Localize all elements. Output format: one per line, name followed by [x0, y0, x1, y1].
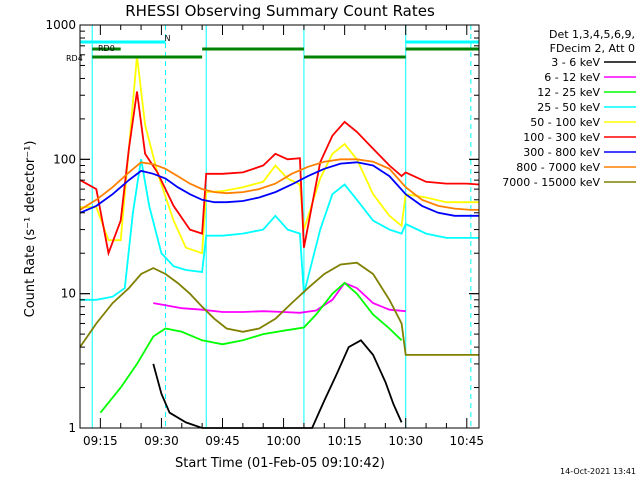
y-tick-label: 100	[53, 152, 76, 166]
x-tick-label: 10:00	[266, 434, 301, 448]
series-line-100-300-kev	[79, 91, 480, 257]
x-tick-label: 09:30	[144, 434, 179, 448]
legend-label-7000-15000-kev: 7000 - 15000 keV	[502, 176, 600, 189]
legend-label-12-25-kev: 12 - 25 keV	[537, 86, 600, 99]
series-line-300-800-kev	[79, 161, 479, 217]
legend-info-line-1: Det 1,3,4,5,6,9,	[549, 28, 635, 41]
legend-label-6-12-kev: 6 - 12 keV	[544, 71, 600, 84]
y-tick-label: 10	[61, 287, 76, 301]
series-line-3-6-kev	[152, 339, 403, 429]
series-line-800-7000-kev	[79, 158, 479, 211]
legend-label-300-800-kev: 300 - 800 keV	[523, 146, 600, 159]
series-line-7000-15000-kev	[79, 261, 479, 356]
legend-label-3-6-kev: 3 - 6 keV	[551, 56, 600, 69]
x-tick-label: 09:15	[83, 434, 118, 448]
series-line-25-50-kev	[80, 159, 479, 301]
flag-label-n: N	[165, 34, 171, 43]
flag-label-rd4: RD4	[66, 54, 83, 63]
series-line-12-25-kev	[99, 281, 403, 414]
x-tick-label: 10:15	[327, 434, 362, 448]
y-tick-label: 1000	[45, 18, 76, 32]
plot-frame	[79, 24, 480, 429]
flag-label-rd0: RD0	[98, 44, 115, 53]
timestamp: 14-Oct-2021 13:41	[560, 467, 636, 476]
x-axis-label: Start Time (01-Feb-05 09:10:42)	[175, 456, 385, 471]
y-axis-label: Count Rate (s⁻¹ detector⁻¹)	[23, 141, 38, 318]
legend-info-line-2: FDecim 2, Att 0	[550, 42, 635, 55]
legend-label-50-100-kev: 50 - 100 keV	[530, 116, 600, 129]
plot-area: N RD0 RD4 1 10 100 1000 09:15 09:30 09:45 10:00 10:…	[45, 18, 484, 448]
x-tick-label: 10:45	[449, 434, 484, 448]
legend-label-25-50-kev: 25 - 50 keV	[537, 101, 600, 114]
chart-title: RHESSI Observing Summary Count Rates	[125, 2, 435, 20]
legend-label-100-300-kev: 100 - 300 keV	[523, 131, 600, 144]
legend-label-800-7000-kev: 800 - 7000 keV	[516, 161, 600, 174]
y-tick-label: 1	[68, 421, 76, 435]
legend: Det 1,3,4,5,6,9, FDecim 2, Att 0 3 - 6 k…	[502, 28, 636, 189]
series-line-50-100-kev	[80, 55, 479, 255]
x-tick-label: 10:30	[388, 434, 423, 448]
x-tick-label: 09:45	[205, 434, 240, 448]
series-line-6-12-kev	[153, 281, 406, 314]
